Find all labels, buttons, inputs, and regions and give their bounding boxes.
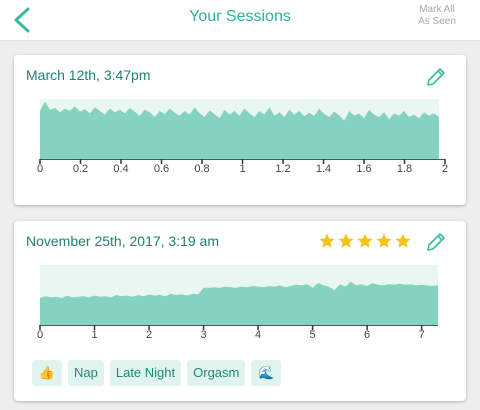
mark-all-line2: As Seen bbox=[418, 16, 456, 27]
x-tick-label: 1.6 bbox=[356, 163, 371, 175]
mark-all-line1: Mark All bbox=[419, 4, 455, 15]
tag-nap[interactable]: Nap bbox=[68, 360, 104, 386]
session-date: March 12th, 3:47pm bbox=[26, 67, 151, 83]
x-tick-label: 0.6 bbox=[154, 163, 169, 175]
tag-thumbs-up[interactable]: 👍 bbox=[32, 360, 62, 386]
tag-wave[interactable]: 🌊 bbox=[251, 360, 282, 386]
x-tick-label: 0 bbox=[37, 329, 43, 341]
x-tick-label: 1.4 bbox=[316, 163, 331, 175]
x-tick-label: 1 bbox=[91, 329, 97, 341]
star-icon[interactable] bbox=[318, 231, 336, 251]
chevron-left-icon bbox=[14, 7, 30, 33]
x-tick-label: 2 bbox=[442, 163, 448, 175]
x-tick-label: 7 bbox=[419, 329, 425, 341]
x-tick-label: 1.2 bbox=[275, 163, 290, 175]
x-tick-label: 6 bbox=[364, 329, 370, 341]
star-icon[interactable] bbox=[356, 231, 374, 251]
tag-late-night[interactable]: Late Night bbox=[109, 360, 182, 386]
page-title: Your Sessions bbox=[189, 8, 291, 25]
x-tick-label: 0.8 bbox=[194, 163, 209, 175]
session-tags: 👍 Nap Late Night Orgasm 🌊 bbox=[32, 360, 282, 386]
pencil-icon[interactable] bbox=[424, 230, 448, 254]
session-chart: 0 0.2 0.4 0.6 0.8 1 1.2 1.4 1.6 1.8 2 bbox=[37, 99, 448, 175]
session-chart: 0 1 2 3 4 5 6 7 bbox=[37, 265, 438, 341]
session-card[interactable]: March 12th, 3:47pm 0 0.2 0.4 0.6 0.8 1 1.2 1.4 1… bbox=[14, 55, 466, 205]
x-tick-label: 5 bbox=[310, 329, 316, 341]
x-tick-label: 2 bbox=[146, 329, 152, 341]
x-tick-label: 0.2 bbox=[73, 163, 88, 175]
chart-area-series bbox=[40, 101, 439, 159]
back-button[interactable] bbox=[4, 2, 40, 36]
x-tick-label: 1.8 bbox=[397, 163, 412, 175]
star-icon[interactable] bbox=[394, 231, 412, 251]
star-icon[interactable] bbox=[375, 231, 393, 251]
x-tick-label: 4 bbox=[255, 329, 261, 341]
x-tick-label: 0.4 bbox=[113, 163, 128, 175]
mark-all-seen-button[interactable]: Mark All As Seen bbox=[410, 4, 464, 28]
rating-stars[interactable] bbox=[318, 231, 412, 253]
chart-area-series bbox=[40, 281, 438, 325]
x-tick-label: 3 bbox=[200, 329, 206, 341]
x-tick-label: 0 bbox=[37, 163, 43, 175]
star-icon[interactable] bbox=[337, 231, 355, 251]
tag-orgasm[interactable]: Orgasm bbox=[187, 360, 246, 386]
session-date: November 25th, 2017, 3:19 am bbox=[26, 233, 220, 249]
session-card[interactable]: November 25th, 2017, 3:19 am 0 1 2 3 4 5 6 7 👍 … bbox=[14, 221, 466, 401]
x-tick-label: 1 bbox=[239, 163, 245, 175]
app-header: Your Sessions Mark All As Seen bbox=[0, 0, 480, 41]
pencil-icon[interactable] bbox=[424, 65, 448, 89]
